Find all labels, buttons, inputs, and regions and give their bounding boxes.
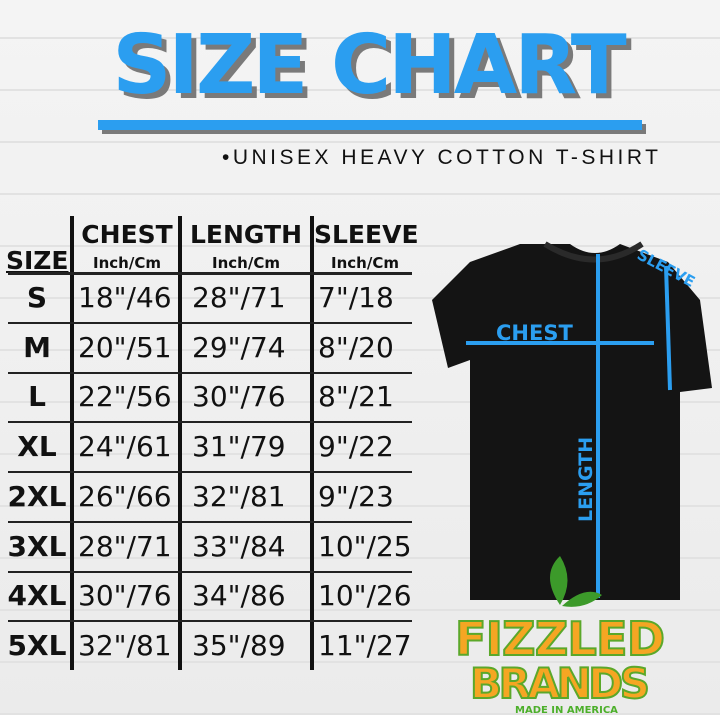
title-underline bbox=[98, 120, 642, 130]
divider bbox=[178, 216, 182, 670]
sleeve-cell: 8"/20 bbox=[318, 330, 394, 364]
size-header: SIZE bbox=[6, 246, 69, 275]
header-rule bbox=[8, 272, 412, 275]
chest-cell: 32"/81 bbox=[78, 628, 172, 662]
title: SIZE CHART bbox=[112, 18, 626, 113]
length-cell: 35"/89 bbox=[192, 628, 286, 662]
divider bbox=[70, 216, 74, 670]
divider bbox=[310, 216, 314, 670]
sleeve-header: SLEEVE bbox=[314, 220, 419, 249]
length-cell: 30"/76 bbox=[192, 380, 286, 414]
size-cell: 2XL bbox=[7, 479, 67, 513]
row-divider bbox=[8, 620, 412, 623]
tshirt-shape bbox=[432, 244, 712, 600]
size-cell: 4XL bbox=[7, 579, 67, 613]
sleeve-cell: 8"/21 bbox=[318, 380, 394, 414]
size-cell: 3XL bbox=[7, 529, 67, 563]
chest-cell: 24"/61 bbox=[78, 430, 172, 464]
length-cell: 28"/71 bbox=[192, 281, 286, 314]
leaf-icon bbox=[550, 556, 602, 607]
sleeve-cell: 9"/22 bbox=[318, 430, 394, 464]
length-cell: 33"/84 bbox=[192, 529, 286, 563]
chest-cell: 22"/56 bbox=[78, 380, 172, 414]
length-unit: Inch/Cm bbox=[212, 254, 280, 272]
chest-cell: 30"/76 bbox=[78, 579, 172, 613]
sleeve-cell: 10"/25 bbox=[318, 529, 412, 563]
length-cell: 34"/86 bbox=[192, 579, 286, 613]
sleeve-cell: 10"/26 bbox=[318, 579, 412, 613]
length-cell: 32"/81 bbox=[192, 479, 286, 513]
size-cell: XL bbox=[17, 430, 57, 464]
length-cell: 31"/79 bbox=[192, 430, 286, 464]
brand-logo: FIZZLED BRANDS MADE IN AMERICA bbox=[454, 556, 666, 715]
svg-text:FIZZLED: FIZZLED bbox=[455, 612, 665, 666]
sleeve-unit: Inch/Cm bbox=[331, 254, 399, 272]
subtitle: •UNISEX HEAVY COTTON T-SHIRT bbox=[222, 146, 662, 169]
length-cell: 29"/74 bbox=[192, 330, 286, 364]
size-cell: L bbox=[28, 380, 46, 414]
chest-cell: 28"/71 bbox=[78, 529, 172, 563]
sleeve-line bbox=[664, 265, 672, 391]
size-cell: M bbox=[23, 330, 51, 364]
chest-cell: 18"/46 bbox=[78, 281, 172, 314]
row-divider bbox=[8, 421, 412, 424]
row-divider bbox=[8, 322, 412, 324]
chest-cell: 26"/66 bbox=[78, 479, 172, 513]
svg-text:BRANDS: BRANDS bbox=[470, 659, 650, 708]
row-divider bbox=[8, 471, 412, 474]
length-label: LENGTH bbox=[575, 437, 597, 522]
chest-cell: 20"/51 bbox=[78, 330, 172, 364]
row-divider bbox=[8, 570, 412, 573]
svg-text:MADE IN AMERICA: MADE IN AMERICA bbox=[515, 705, 618, 715]
sleeve-cell: 9"/23 bbox=[318, 479, 394, 513]
collar bbox=[543, 241, 644, 263]
size-cell: S bbox=[26, 281, 48, 314]
row-divider bbox=[8, 520, 412, 523]
row-divider bbox=[8, 371, 412, 374]
chest-header: CHEST bbox=[81, 220, 173, 249]
sleeve-cell: 7"/18 bbox=[318, 281, 394, 314]
size-cell: 5XL bbox=[7, 628, 67, 662]
chest-unit: Inch/Cm bbox=[93, 254, 161, 272]
sleeve-cell: 11"/27 bbox=[318, 628, 412, 662]
length-header: LENGTH bbox=[190, 220, 302, 249]
chest-label: CHEST bbox=[496, 321, 573, 345]
